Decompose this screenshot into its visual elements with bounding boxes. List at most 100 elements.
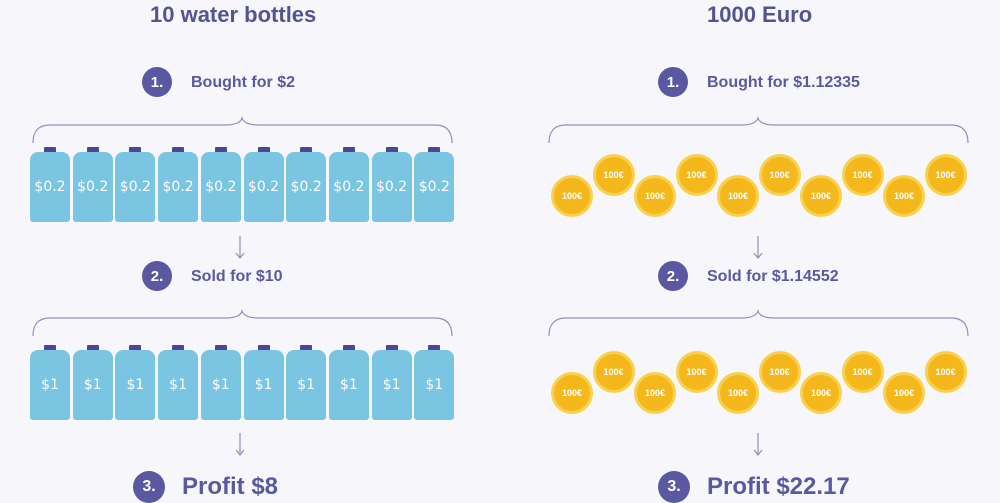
euro-coin: 100€ [717, 372, 759, 414]
bottle-price-label: $0.2 [115, 152, 156, 222]
right-arrow-down-2-icon [753, 433, 763, 456]
bottle-cap [172, 345, 185, 351]
bottle-price-label: $0.2 [243, 152, 284, 222]
bottle-price-label: $0.2 [371, 152, 412, 222]
right-brace-top [548, 115, 969, 144]
bottle-cap [342, 345, 355, 351]
left-step3-number: 3. [133, 471, 165, 503]
bottle-cap [428, 147, 441, 153]
euro-coin: 100€ [841, 351, 884, 393]
bottle-cap [129, 345, 142, 351]
euro-coin: 100€ [883, 175, 925, 217]
euro-coin: 100€ [634, 175, 676, 217]
left-step2-number: 2. [142, 261, 172, 291]
water-bottle: $0.2 [286, 147, 327, 222]
left-profit-label: Profit $8 [182, 473, 279, 500]
euro-coin: 100€ [800, 372, 842, 414]
bottle-cap [385, 147, 398, 153]
euro-coin: 100€ [551, 372, 593, 414]
left-step1-number: 1. [142, 67, 172, 97]
bottle-price-label: $1 [371, 350, 412, 420]
bottle-price-label: $0.2 [286, 152, 327, 222]
left-step1-label: Bought for $2 [191, 74, 295, 91]
bottle-cap [428, 345, 441, 351]
bottle-price-label: $0.2 [414, 152, 455, 222]
water-bottle: $0.2 [158, 147, 199, 222]
right-column-title: 1000 Euro [707, 2, 813, 27]
bottle-price-label: $1 [328, 350, 369, 420]
water-bottle: $1 [158, 345, 199, 420]
right-step2-number: 2. [658, 261, 688, 291]
water-bottle: $0.2 [414, 147, 455, 222]
bottle-price-label: $1 [30, 350, 70, 420]
euro-coin: 100€ [924, 154, 967, 196]
bottle-price-label: $1 [72, 350, 113, 420]
water-bottle: $1 [115, 345, 156, 420]
euro-coin: 100€ [592, 154, 635, 196]
euro-coin: 100€ [924, 351, 967, 393]
water-bottle: $0.2 [72, 147, 113, 222]
left-step2-label: Sold for $10 [191, 268, 283, 285]
bottle-cap [86, 345, 99, 351]
bottle-price-label: $0.2 [30, 152, 70, 222]
right-profit-label: Profit $22.17 [707, 473, 850, 500]
bottle-price-label: $0.2 [200, 152, 241, 222]
water-bottle: $1 [286, 345, 327, 420]
bottle-cap [257, 345, 270, 351]
bottle-price-label: $0.2 [158, 152, 199, 222]
bottle-cap [300, 345, 313, 351]
right-step1-number: 1. [658, 67, 688, 97]
bottle-price-label: $1 [243, 350, 284, 420]
water-bottle: $1 [72, 345, 113, 420]
bottle-price-label: $1 [286, 350, 327, 420]
euro-coin: 100€ [675, 351, 718, 393]
right-brace-bottom [548, 308, 969, 337]
water-bottle: $0.2 [243, 147, 284, 222]
euro-coin: 100€ [758, 154, 801, 196]
bottle-cap [172, 147, 185, 153]
euro-coin: 100€ [883, 372, 925, 414]
bottle-price-label: $1 [115, 350, 156, 420]
bottle-cap [214, 345, 227, 351]
bottle-price-label: $1 [158, 350, 199, 420]
water-bottle: $1 [243, 345, 284, 420]
bottle-cap [300, 147, 313, 153]
euro-coin: 100€ [717, 175, 759, 217]
bottle-cap [257, 147, 270, 153]
bottle-price-label: $1 [414, 350, 455, 420]
euro-coin: 100€ [758, 351, 801, 393]
right-step1-label: Bought for $1.12335 [707, 74, 860, 91]
bottle-price-label: $0.2 [328, 152, 369, 222]
bottle-cap [214, 147, 227, 153]
left-brace-bottom [32, 308, 453, 337]
water-bottle: $0.2 [371, 147, 412, 222]
left-brace-top [32, 115, 453, 144]
water-bottle: $1 [414, 345, 455, 420]
water-bottle: $0.2 [200, 147, 241, 222]
bottle-cap [44, 147, 56, 153]
bottle-cap [385, 345, 398, 351]
right-step2-label: Sold for $1.14552 [707, 268, 839, 285]
euro-coin: 100€ [675, 154, 718, 196]
water-bottle: $0.2 [328, 147, 369, 222]
right-arrow-down-1-icon [753, 236, 763, 259]
euro-coin: 100€ [634, 372, 676, 414]
bottle-price-label: $0.2 [72, 152, 113, 222]
left-arrow-down-2-icon [235, 433, 245, 456]
water-bottle: $1 [371, 345, 412, 420]
water-bottle: $0.2 [115, 147, 156, 222]
water-bottle: $1 [328, 345, 369, 420]
bottle-cap [342, 147, 355, 153]
bottle-price-label: $1 [200, 350, 241, 420]
water-bottle: $1 [30, 345, 70, 420]
euro-coin: 100€ [800, 175, 842, 217]
water-bottle: $1 [200, 345, 241, 420]
bottle-cap [129, 147, 142, 153]
euro-coin: 100€ [841, 154, 884, 196]
bottle-cap [44, 345, 56, 351]
left-column-title: 10 water bottles [150, 2, 317, 27]
right-step3-number: 3. [658, 471, 690, 503]
euro-coin: 100€ [592, 351, 635, 393]
left-arrow-down-1-icon [235, 236, 245, 259]
euro-coin: 100€ [551, 175, 593, 217]
